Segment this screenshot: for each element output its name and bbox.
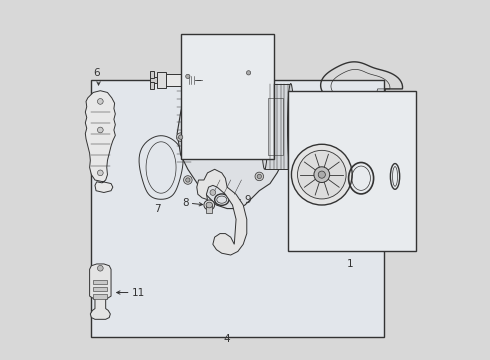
Bar — [150, 77, 157, 83]
Circle shape — [255, 172, 264, 181]
Polygon shape — [177, 66, 292, 208]
Ellipse shape — [206, 202, 213, 208]
Text: 5: 5 — [389, 91, 395, 101]
Bar — [93, 287, 107, 292]
Circle shape — [184, 72, 192, 81]
Bar — [92, 80, 384, 337]
Ellipse shape — [204, 200, 215, 210]
Text: 6: 6 — [94, 68, 100, 78]
Ellipse shape — [184, 75, 189, 85]
Bar — [93, 294, 107, 298]
Circle shape — [98, 265, 103, 271]
Text: 7: 7 — [154, 203, 161, 213]
Text: 9: 9 — [245, 195, 251, 204]
Circle shape — [234, 201, 242, 209]
Polygon shape — [197, 169, 247, 255]
Circle shape — [210, 190, 216, 195]
Circle shape — [236, 203, 240, 207]
Polygon shape — [85, 91, 115, 193]
Ellipse shape — [262, 84, 268, 169]
Bar — [265, 84, 292, 169]
Text: 2: 2 — [358, 207, 365, 217]
Circle shape — [314, 167, 330, 183]
Circle shape — [297, 150, 346, 199]
Circle shape — [292, 144, 352, 205]
Text: 8: 8 — [182, 198, 189, 208]
Circle shape — [98, 170, 103, 176]
Polygon shape — [90, 264, 111, 319]
Circle shape — [186, 74, 190, 78]
Text: 11: 11 — [132, 288, 145, 297]
Bar — [268, 98, 283, 155]
Circle shape — [178, 135, 183, 139]
Circle shape — [184, 176, 192, 184]
Bar — [167, 73, 186, 86]
Circle shape — [176, 133, 185, 141]
Circle shape — [245, 68, 253, 77]
Circle shape — [98, 127, 103, 133]
Bar — [288, 91, 416, 251]
Text: 1: 1 — [347, 259, 354, 269]
Circle shape — [186, 178, 190, 182]
Text: 10: 10 — [205, 75, 218, 85]
Circle shape — [246, 71, 251, 75]
Text: 3: 3 — [411, 183, 417, 193]
Bar — [150, 82, 154, 89]
Bar — [157, 72, 167, 88]
Circle shape — [257, 174, 262, 179]
Bar — [248, 144, 258, 158]
Text: 4: 4 — [224, 334, 230, 344]
Circle shape — [98, 99, 103, 104]
Circle shape — [318, 171, 325, 178]
Bar — [150, 71, 154, 78]
Bar — [93, 280, 107, 284]
Bar — [206, 205, 212, 213]
Bar — [181, 33, 273, 158]
Ellipse shape — [288, 84, 294, 169]
